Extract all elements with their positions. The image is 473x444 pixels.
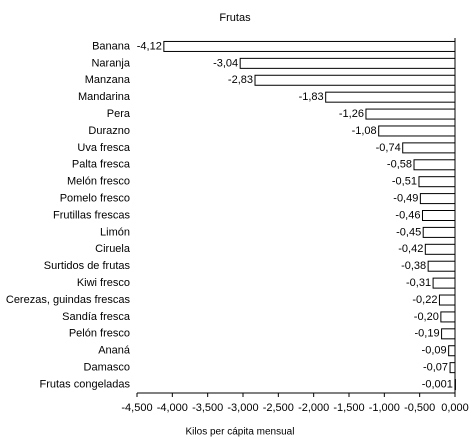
bar (438, 294, 456, 306)
y-tick-label: Damasco (84, 362, 130, 374)
data-label: -0,58 (387, 159, 412, 171)
bar (378, 125, 456, 137)
y-tick-label: Pera (107, 108, 131, 120)
data-label: -0,31 (406, 277, 431, 289)
chart-title: Frutas (219, 12, 251, 24)
bar (424, 243, 456, 255)
bar (325, 91, 456, 103)
data-label: -4,12 (137, 40, 162, 52)
bar (454, 379, 456, 391)
data-label: -1,08 (352, 125, 377, 137)
data-label: -0,49 (393, 193, 418, 205)
data-label: -2,83 (228, 74, 253, 86)
x-tick-label: -4,000 (157, 402, 188, 414)
x-tick-label: -1,500 (333, 402, 364, 414)
data-label: -0,09 (422, 345, 447, 357)
data-label: -0,51 (392, 176, 417, 188)
bar (441, 328, 456, 340)
y-tick-label: Limón (100, 226, 130, 238)
bar (418, 176, 456, 188)
y-tick-label: Sandía fresca (62, 311, 131, 323)
bar (432, 277, 456, 289)
y-tick-label: Ananá (98, 345, 131, 357)
x-tick-label: -3,000 (227, 402, 258, 414)
data-label: -0,74 (376, 142, 401, 154)
data-label: -0,20 (414, 311, 439, 323)
data-label: -1,83 (299, 91, 324, 103)
bar (440, 311, 456, 323)
y-tick-label: Pomelo fresco (60, 193, 130, 205)
y-tick-label: Frutillas frescas (53, 209, 131, 221)
y-tick-label: Cerezas, guindas frescas (6, 294, 131, 306)
x-tick-label: -4,500 (121, 402, 152, 414)
data-label: -0,07 (423, 362, 448, 374)
y-tick-label: Manzana (85, 74, 131, 86)
y-tick-label: Frutas congeladas (40, 378, 131, 390)
data-label: -0,19 (414, 328, 439, 340)
bar (449, 362, 456, 374)
y-tick-label: Kiwi fresco (77, 277, 130, 289)
y-tick-label: Mandarina (78, 91, 131, 103)
bar (422, 226, 456, 238)
y-tick-label: Durazno (88, 125, 130, 137)
bar (254, 74, 456, 86)
bar (421, 210, 456, 221)
y-tick-label: Palta fresca (72, 159, 131, 171)
y-tick-label: Melón fresco (67, 176, 130, 188)
y-tick-label: Banana (92, 40, 131, 52)
y-tick-label: Naranja (91, 57, 130, 69)
bar (448, 345, 456, 357)
x-tick-label: -1,000 (369, 402, 400, 414)
x-tick-label: -2,500 (263, 402, 294, 414)
data-label: -0,38 (401, 260, 426, 272)
x-tick-label: -0,500 (404, 402, 435, 414)
bar (402, 142, 456, 154)
data-label: -1,26 (339, 108, 364, 120)
data-label: -0,45 (396, 226, 421, 238)
bar (413, 159, 456, 171)
data-label: -3,04 (213, 57, 238, 69)
data-label: -0,46 (395, 209, 420, 221)
y-tick-label: Surtidos de frutas (44, 260, 131, 272)
bar (163, 40, 456, 52)
bar (427, 260, 456, 272)
y-tick-label: Pelón fresco (69, 328, 130, 340)
data-label: -0,22 (412, 294, 437, 306)
x-tick-label: -2,000 (298, 402, 329, 414)
x-axis-title: Kilos per cápita mensual (186, 427, 295, 438)
data-label: -0,42 (398, 243, 423, 255)
data-label: -0,001 (422, 378, 453, 390)
y-tick-label: Ciruela (95, 243, 131, 255)
x-tick-label: -3,500 (192, 402, 223, 414)
y-tick-label: Uva fresca (77, 142, 130, 154)
bar (419, 193, 456, 205)
x-tick-label: 0,000 (441, 402, 469, 414)
bar (239, 57, 456, 69)
bar (365, 108, 456, 120)
